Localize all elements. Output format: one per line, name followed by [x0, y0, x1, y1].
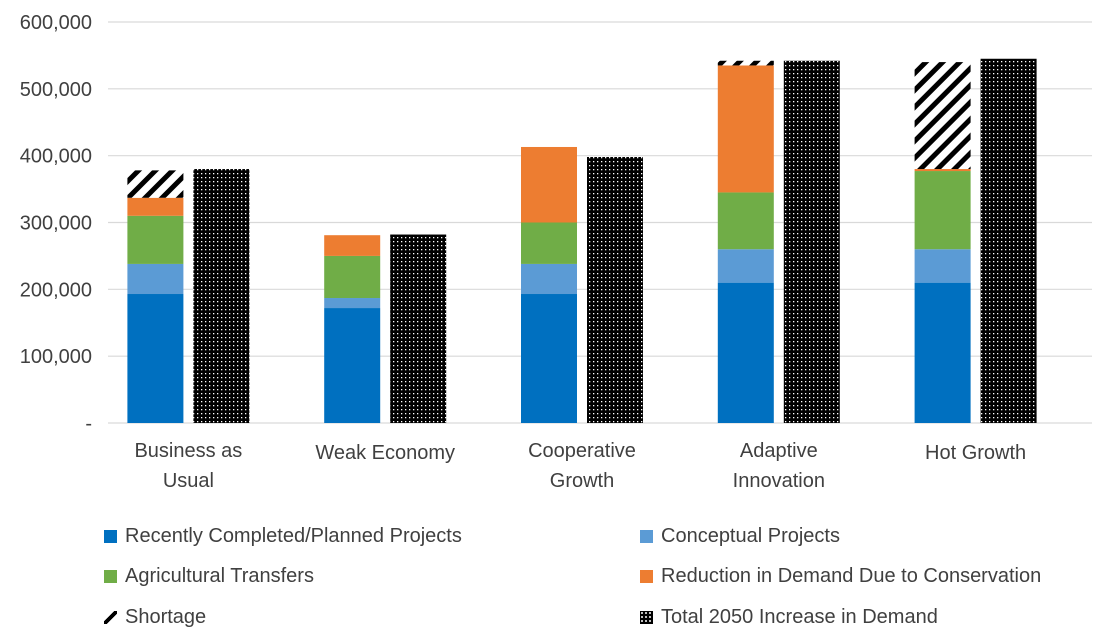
x-category-label: Cooperative — [528, 440, 636, 462]
y-tick-label: - — [85, 413, 92, 435]
y-tick-label: 500,000 — [20, 79, 92, 101]
x-category-label: Hot Growth — [925, 442, 1026, 464]
bar-segment-shortage — [127, 170, 184, 198]
bar-segment-conceptual-projects — [521, 263, 577, 295]
bar-segment-agricultural-transfers — [717, 192, 774, 250]
x-category-label: Weak Economy — [315, 442, 455, 464]
bar-total-demand — [390, 234, 447, 423]
bar-segment-shortage — [914, 62, 971, 170]
x-category-label: Growth — [550, 470, 614, 492]
y-tick-label: 600,000 — [20, 12, 92, 34]
bar-segment-conceptual-projects — [717, 249, 774, 283]
y-tick-label: 200,000 — [20, 279, 92, 301]
bar-segment-recently-completed-planned-projects — [717, 282, 774, 423]
bar-segment-agricultural-transfers — [127, 215, 184, 264]
y-tick-label: 400,000 — [20, 146, 92, 168]
bar-segment-recently-completed-planned-projects — [914, 282, 971, 423]
bar-segment-recently-completed-planned-projects — [324, 308, 381, 423]
bar-total-demand — [193, 169, 250, 423]
y-tick-label: 300,000 — [20, 213, 92, 235]
x-category-label: Usual — [163, 470, 214, 492]
bar-segment-shortage — [717, 60, 774, 66]
y-tick-label: 100,000 — [20, 346, 92, 368]
bar-segment-recently-completed-planned-projects — [521, 294, 577, 423]
bar-segment-recently-completed-planned-projects — [127, 294, 184, 423]
bar-segment-reduction-in-demand-due-to-conservation — [914, 169, 971, 172]
bars — [127, 58, 1037, 424]
bar-segment-reduction-in-demand-due-to-conservation — [324, 235, 381, 256]
x-category-label: Innovation — [733, 470, 825, 492]
bar-total-demand — [783, 60, 840, 423]
bar-segment-reduction-in-demand-due-to-conservation — [717, 65, 774, 193]
bar-segment-agricultural-transfers — [324, 255, 381, 299]
x-category-label: Adaptive — [740, 440, 818, 462]
bar-segment-reduction-in-demand-due-to-conservation — [127, 197, 184, 216]
y-axis-ticks: - 100,000 200,000 300,000 400,000 500,000 600,… — [20, 12, 92, 435]
x-category-label: Business as — [134, 440, 242, 462]
bar-segment-agricultural-transfers — [914, 171, 971, 250]
bar-segment-reduction-in-demand-due-to-conservation — [521, 146, 577, 223]
bar-total-demand — [980, 58, 1037, 424]
bar-segment-conceptual-projects — [324, 298, 381, 309]
bar-segment-conceptual-projects — [914, 249, 971, 283]
bar-segment-conceptual-projects — [127, 263, 184, 295]
x-axis-categories: Business as Usual Weak Economy Cooperative G… — [134, 440, 1026, 492]
bar-total-demand — [587, 157, 643, 423]
bar-segment-agricultural-transfers — [521, 222, 577, 264]
